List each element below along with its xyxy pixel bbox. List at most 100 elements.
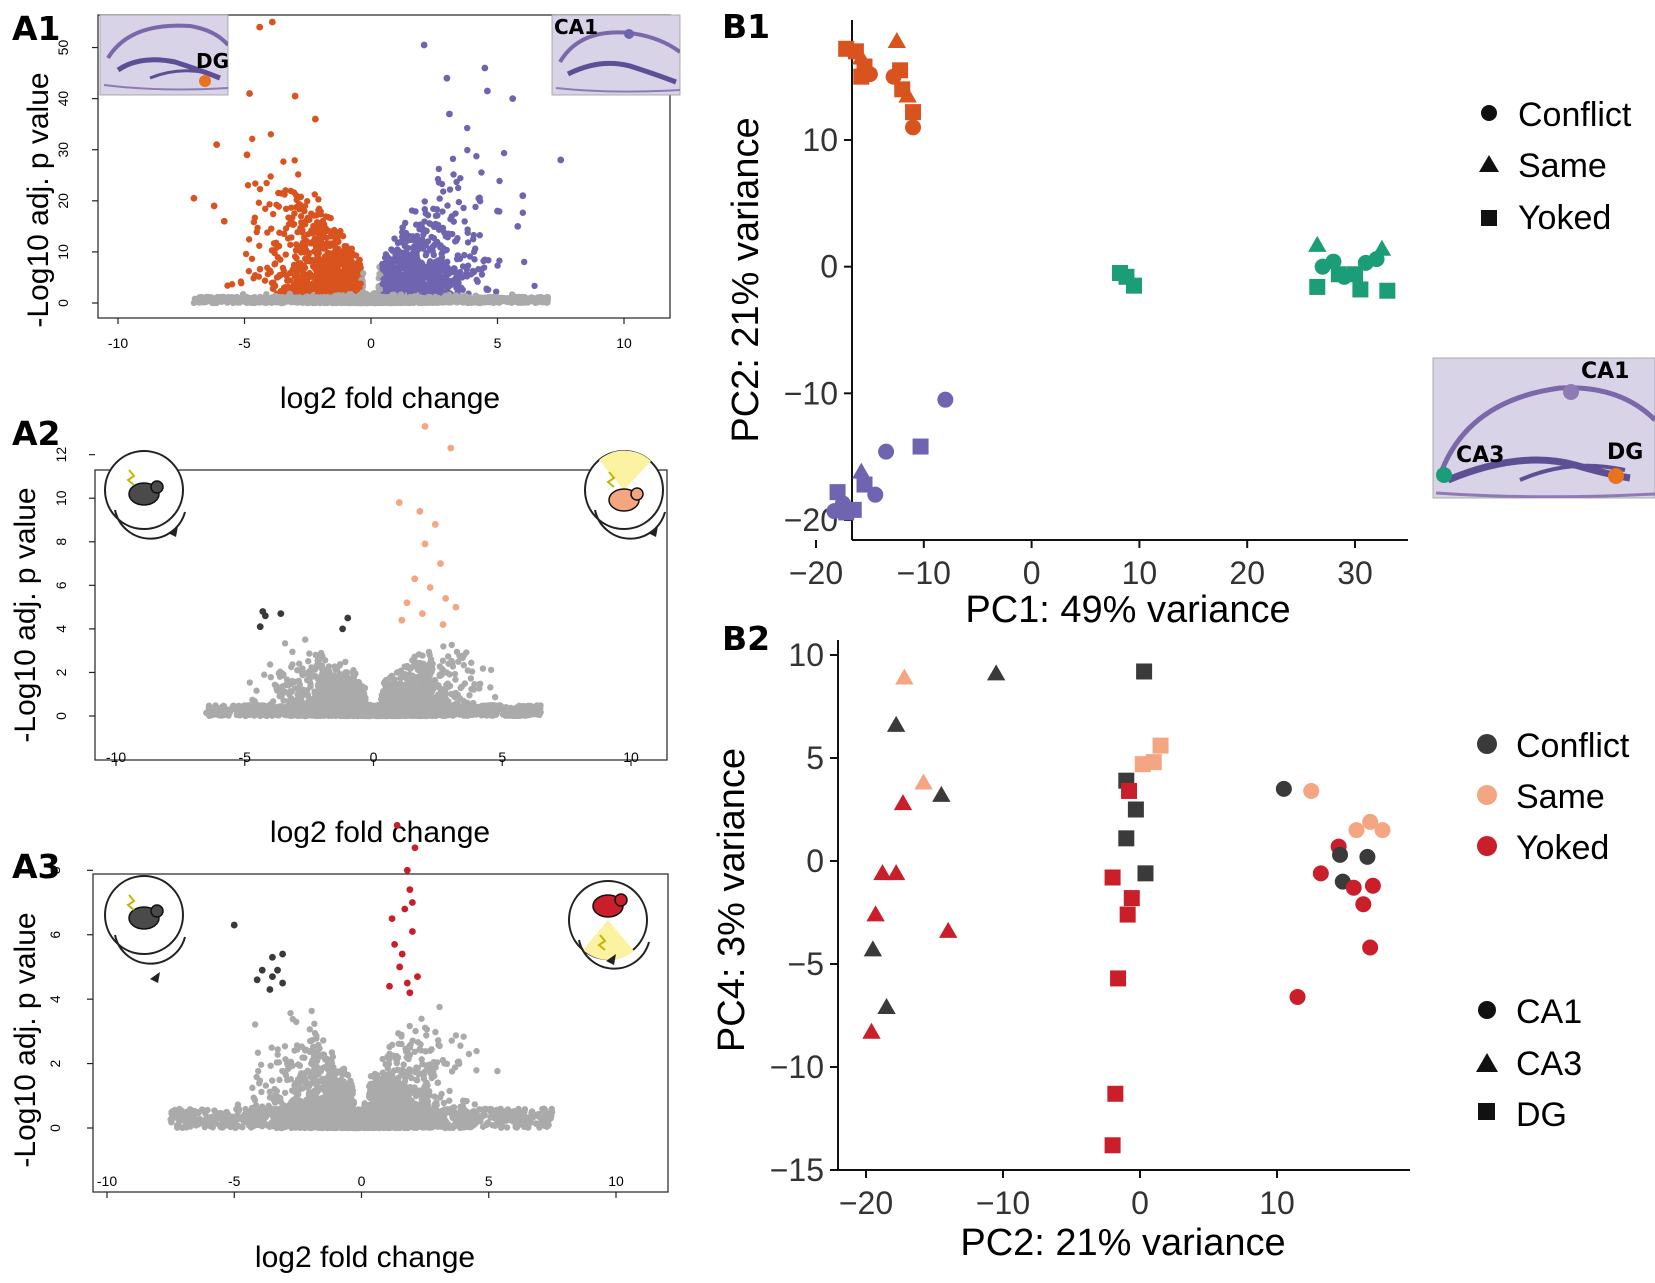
- data-point: [335, 298, 342, 305]
- data-point: [291, 685, 299, 692]
- data-point: [326, 228, 333, 235]
- data-point: [297, 259, 304, 267]
- data-point: [267, 131, 275, 138]
- data-point: [291, 157, 298, 164]
- data-point: [377, 296, 385, 303]
- data-point: [284, 277, 291, 284]
- data-point: [289, 661, 296, 668]
- a1-inset-label-dg: DG: [196, 49, 229, 73]
- data-point: [445, 230, 452, 237]
- data-point: [280, 267, 288, 275]
- data-point: [379, 265, 386, 273]
- data-point: [439, 208, 446, 215]
- data-point: [440, 298, 447, 305]
- data-point: [475, 195, 482, 202]
- data-point: [352, 265, 360, 272]
- data-point: [439, 657, 447, 664]
- y-tick-label: 40: [55, 91, 71, 107]
- data-point: [325, 214, 332, 221]
- data-point: [450, 218, 457, 225]
- data-point: [453, 299, 461, 306]
- data-point: [330, 250, 337, 258]
- data-point: [218, 294, 225, 301]
- data-point: [203, 296, 211, 304]
- data-point: [454, 252, 462, 259]
- data-point: [472, 245, 479, 252]
- data-point: [296, 298, 303, 305]
- a1-xlabel: log2 fold change: [280, 382, 500, 415]
- data-point: [352, 287, 359, 294]
- data-point: [496, 257, 503, 264]
- data-point: [433, 260, 440, 268]
- data-point: [348, 298, 355, 305]
- data-point: [381, 280, 388, 287]
- data-point: [302, 636, 309, 643]
- data-point: [335, 258, 343, 266]
- data-point: [451, 266, 458, 274]
- data-point: [412, 208, 419, 215]
- data-point: [473, 276, 480, 284]
- panel-label-a1: A1: [12, 9, 61, 48]
- data-point: [252, 180, 259, 187]
- data-point: [446, 110, 453, 118]
- data-point: [464, 239, 472, 246]
- data-point: [531, 282, 538, 290]
- data-point: [447, 294, 454, 302]
- data-point: [390, 256, 397, 263]
- data-point: [455, 658, 462, 665]
- a1-highlight-points: [190, 18, 565, 246]
- data-point: [420, 41, 428, 49]
- data-point: [304, 198, 311, 205]
- data-point: [293, 241, 300, 248]
- data-point: [421, 206, 428, 213]
- data-point: [210, 202, 218, 210]
- data-point: [534, 296, 541, 303]
- data-point: [459, 296, 467, 303]
- data-point: [403, 295, 411, 302]
- data-point: [290, 189, 298, 196]
- data-point: [458, 274, 466, 281]
- data-point: [423, 249, 430, 257]
- data-point: [438, 250, 445, 257]
- data-point: [460, 661, 468, 669]
- data-point: [287, 204, 295, 211]
- data-point: [298, 273, 305, 281]
- data-point: [470, 231, 477, 239]
- data-point: [256, 242, 263, 249]
- data-point: [431, 677, 439, 685]
- data-point: [248, 255, 256, 262]
- data-point: [319, 217, 326, 225]
- data-point: [264, 270, 272, 278]
- data-point: [384, 265, 391, 273]
- data-point: [460, 204, 467, 212]
- data-point: [483, 285, 490, 292]
- data-point: [263, 179, 270, 187]
- data-point: [366, 295, 374, 303]
- data-point: [303, 299, 311, 306]
- data-point: [327, 233, 334, 240]
- data-point: [277, 287, 285, 295]
- data-point: [276, 271, 283, 279]
- data-point: [452, 210, 459, 217]
- data-point: [520, 258, 528, 266]
- data-point: [418, 222, 425, 229]
- data-point: [496, 177, 503, 185]
- data-point: [450, 280, 458, 288]
- x-tick-label: -5: [238, 335, 251, 351]
- data-point: [476, 297, 483, 305]
- data-point: [376, 286, 384, 293]
- data-point: [282, 251, 289, 258]
- data-point: [292, 272, 299, 279]
- data-point: [426, 258, 434, 265]
- data-point: [384, 299, 391, 306]
- data-point: [495, 295, 503, 302]
- a1-x-axis: -10 -5 0 5 10: [108, 318, 632, 351]
- hippocampus-section-image: CA1: [551, 14, 681, 96]
- data-point: [479, 665, 487, 672]
- data-point: [390, 277, 397, 285]
- y-tick-label: 50: [55, 40, 71, 56]
- data-point: [213, 141, 221, 149]
